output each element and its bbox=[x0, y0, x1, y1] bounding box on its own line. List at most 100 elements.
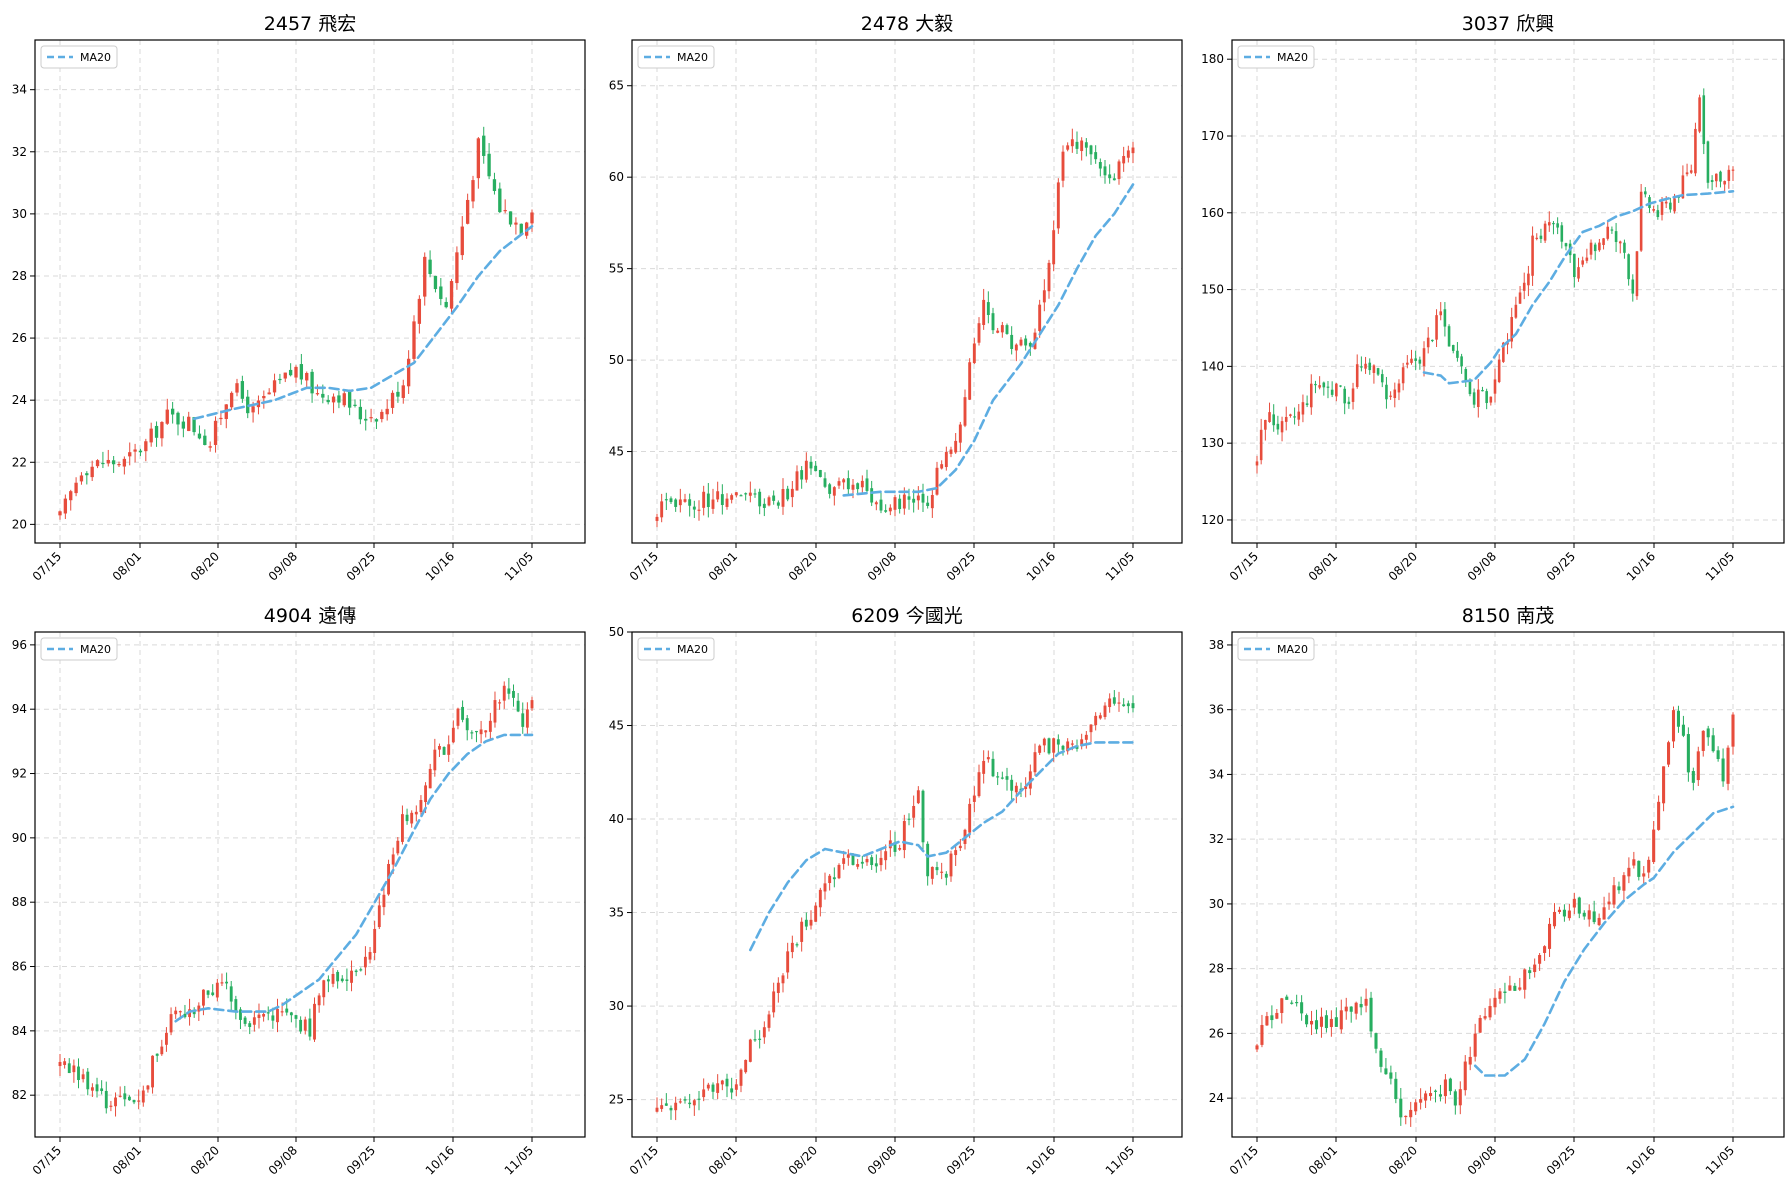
candle bbox=[986, 291, 990, 324]
candle bbox=[267, 388, 271, 395]
candle-body bbox=[498, 702, 502, 704]
candle-body bbox=[1715, 173, 1718, 182]
candle bbox=[305, 371, 309, 388]
x-tick-label: 11/05 bbox=[1103, 549, 1137, 583]
candle-body bbox=[377, 905, 381, 928]
candle bbox=[380, 409, 384, 423]
candle-body bbox=[1094, 152, 1098, 160]
candle-body bbox=[1731, 169, 1735, 171]
candle-body bbox=[1354, 1002, 1358, 1014]
candle-body bbox=[317, 995, 321, 1006]
candle bbox=[1637, 860, 1641, 881]
candle bbox=[664, 492, 668, 510]
candle-body bbox=[251, 406, 255, 413]
candle-body bbox=[1567, 910, 1571, 919]
x-tick-label: 10/16 bbox=[1024, 549, 1058, 583]
plot-frame bbox=[34, 631, 586, 1138]
candle-body bbox=[702, 1089, 706, 1098]
candle bbox=[753, 1029, 757, 1042]
candle-body bbox=[72, 1065, 76, 1073]
candle-body bbox=[776, 982, 780, 993]
candle bbox=[804, 452, 808, 483]
candle-body bbox=[433, 275, 438, 290]
candle-body bbox=[991, 758, 995, 777]
candle-body bbox=[730, 1088, 734, 1093]
candle-body bbox=[818, 469, 822, 477]
candle-body bbox=[828, 484, 832, 494]
candle-body bbox=[1084, 142, 1088, 148]
candle-body bbox=[926, 843, 930, 877]
candle bbox=[1047, 259, 1051, 299]
candle-body bbox=[818, 889, 822, 908]
candle-body bbox=[1627, 867, 1631, 877]
ma20-line bbox=[192, 225, 534, 421]
candle-body bbox=[678, 1101, 682, 1103]
candle-body bbox=[1290, 1002, 1294, 1004]
candle-body bbox=[1435, 315, 1438, 340]
y-tick-label: 34 bbox=[12, 83, 27, 97]
candle-body bbox=[530, 700, 534, 709]
candle-body bbox=[1673, 198, 1676, 212]
candle-body bbox=[1681, 724, 1685, 736]
candle bbox=[786, 485, 790, 502]
candle bbox=[127, 1095, 131, 1101]
candle-body bbox=[74, 482, 78, 494]
candle-body bbox=[963, 397, 967, 426]
candle-body bbox=[1577, 267, 1580, 279]
candle-body bbox=[748, 1039, 752, 1062]
candle-body bbox=[1631, 279, 1635, 294]
candle-body bbox=[299, 364, 304, 380]
y-tick-label: 50 bbox=[609, 353, 624, 367]
candle bbox=[294, 1014, 298, 1028]
candle-body bbox=[1483, 1016, 1487, 1019]
candle-body bbox=[1696, 751, 1700, 781]
candle bbox=[69, 489, 73, 511]
candle bbox=[1508, 975, 1512, 991]
candle-body bbox=[706, 493, 710, 508]
candle-body bbox=[725, 498, 729, 507]
candle-body bbox=[1339, 385, 1342, 387]
candle bbox=[683, 493, 687, 503]
candle-body bbox=[86, 1071, 90, 1090]
candle-body bbox=[235, 383, 239, 393]
candle-body bbox=[1314, 1020, 1319, 1030]
candle bbox=[283, 372, 287, 383]
candle bbox=[940, 460, 944, 470]
candle bbox=[711, 1082, 715, 1100]
x-axis: 07/15 08/01 08/20 09/08 09/25 10/16 11/05 bbox=[1227, 543, 1737, 584]
candle-body bbox=[90, 466, 94, 478]
candle-body bbox=[1305, 403, 1309, 405]
candle bbox=[444, 297, 448, 309]
candle bbox=[1075, 131, 1079, 154]
candle bbox=[1577, 896, 1581, 919]
candle bbox=[949, 446, 953, 458]
candle-body bbox=[1485, 391, 1488, 404]
y-tick-label: 45 bbox=[609, 445, 624, 459]
candle-body bbox=[739, 495, 743, 497]
candle-body bbox=[669, 1107, 673, 1111]
candle bbox=[1429, 1086, 1433, 1101]
candle-body bbox=[1314, 383, 1317, 386]
candle bbox=[479, 720, 483, 744]
candle bbox=[382, 883, 386, 916]
candle-body bbox=[1518, 987, 1522, 990]
candle bbox=[762, 498, 766, 517]
candle-body bbox=[1255, 1045, 1259, 1050]
candle-body bbox=[213, 420, 218, 445]
candle-body bbox=[380, 411, 384, 420]
candle bbox=[1038, 744, 1042, 755]
candle-body bbox=[907, 496, 911, 500]
candle-body bbox=[492, 179, 497, 191]
candle bbox=[1719, 170, 1722, 188]
candle bbox=[1607, 892, 1611, 910]
candle-body bbox=[461, 706, 465, 720]
candle-body bbox=[326, 979, 330, 982]
candle bbox=[1439, 302, 1443, 321]
candle-body bbox=[1564, 243, 1568, 247]
y-tick-label: 22 bbox=[12, 455, 27, 469]
candle-body bbox=[986, 757, 990, 760]
candle-body bbox=[138, 450, 143, 453]
candle bbox=[1438, 1084, 1442, 1102]
candle bbox=[1443, 1073, 1447, 1104]
candle bbox=[246, 389, 250, 419]
